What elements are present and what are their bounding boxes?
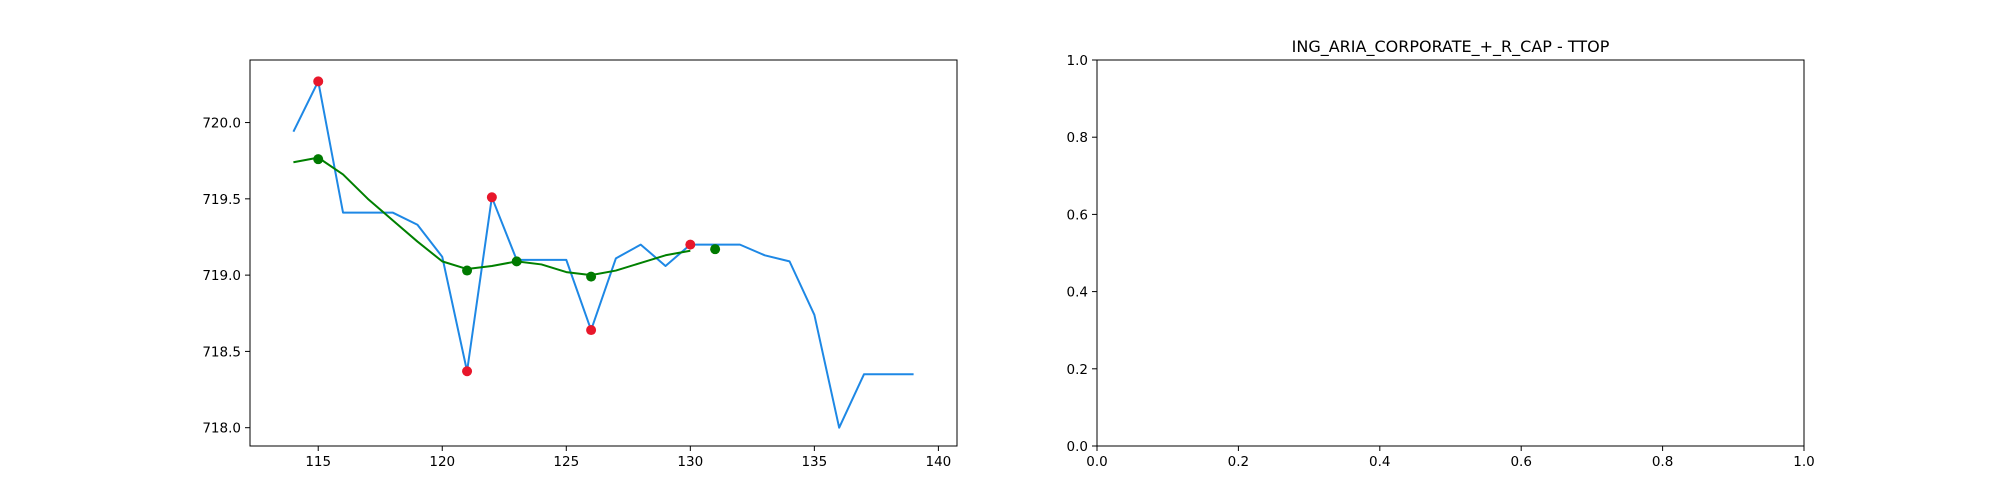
series-3-point-2 [462, 366, 473, 377]
series-4-point-1 [313, 154, 324, 165]
series-4-point-2 [462, 265, 473, 276]
y-tick-label: 719.0 [202, 268, 241, 284]
x-tick-label: 0.2 [1228, 454, 1249, 470]
subplot-2: 0.0 0.2 0.4 0.6 0.8 1.0 0.0 0.2 0.4 0.6 0.8 1.0 ING_… [1067, 37, 1815, 470]
x-tick-label: 0.4 [1369, 454, 1390, 470]
series-4-point-5 [710, 244, 721, 255]
y-tick-label: 718.5 [202, 344, 241, 360]
y-tick-label: 1.0 [1067, 53, 1088, 69]
x-tick-label: 0.6 [1510, 454, 1531, 470]
x-tick-label: 0.8 [1652, 454, 1673, 470]
series-3-point-4 [586, 325, 597, 336]
chart-title: ING_ARIA_CORPORATE_+_R_CAP - TTOP [1292, 37, 1610, 57]
y-tick-label: 0.2 [1067, 362, 1088, 378]
series-3-point-5 [685, 239, 696, 250]
x-tick-label: 135 [801, 454, 827, 470]
x-tick-label: 0.0 [1086, 454, 1107, 470]
y-tick-label: 720.0 [202, 116, 241, 132]
x-tick-label: 120 [429, 454, 455, 470]
series-line-1 [292, 80, 914, 429]
y-tick-label: 0.4 [1067, 285, 1088, 301]
x-tick-label: 125 [553, 454, 579, 470]
series-line-2 [293, 156, 691, 277]
x-tick-label: 1.0 [1793, 454, 1814, 470]
series-3-point-1 [313, 76, 324, 87]
axes-frame [249, 59, 958, 447]
y-tick-label: 0.6 [1067, 207, 1088, 223]
y-tick-label: 718.0 [202, 421, 241, 437]
series-4-point-3 [511, 256, 522, 267]
series-3-point-3 [486, 192, 497, 203]
x-tick-label: 130 [677, 454, 703, 470]
y-tick-label: 0.8 [1067, 130, 1088, 146]
series-4-point-4 [586, 271, 597, 282]
subplot-1: 115 120 125 130 135 140 718.0 718.5 719.0 719.5 72… [202, 59, 958, 470]
y-tick-label: 719.5 [202, 192, 241, 208]
axes-frame [1096, 59, 1805, 447]
x-tick-label: 115 [305, 454, 331, 470]
y-tick-label: 0.0 [1067, 439, 1088, 455]
x-tick-label: 140 [926, 454, 952, 470]
